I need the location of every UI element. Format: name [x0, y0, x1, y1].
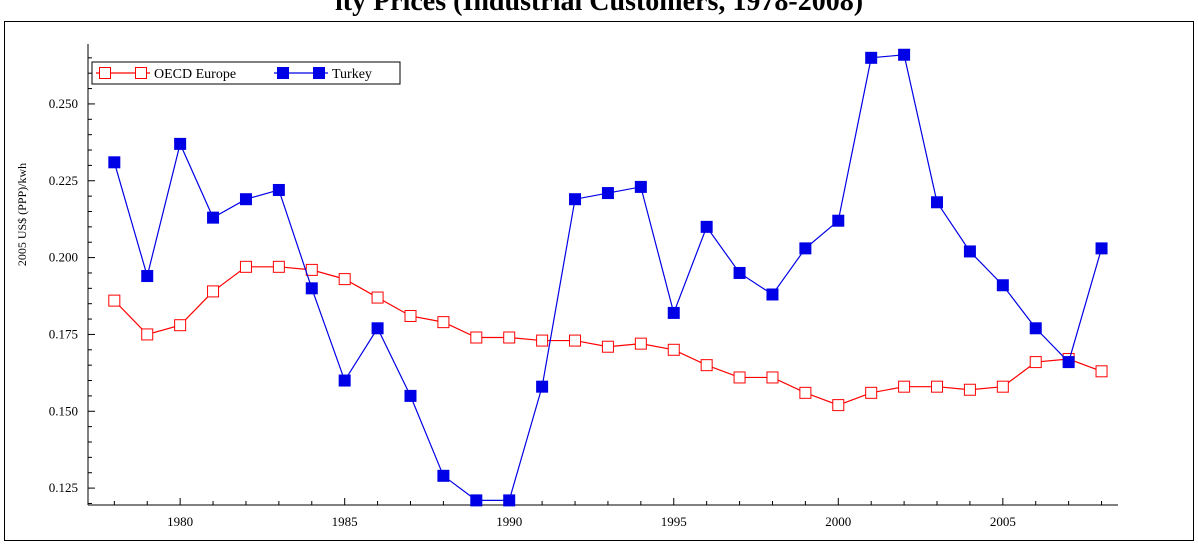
y-tick-label: 0.200 — [49, 250, 78, 265]
data-point — [963, 245, 976, 258]
data-point — [898, 48, 911, 61]
data-point — [404, 309, 417, 322]
data-point — [305, 282, 318, 295]
data-point — [931, 196, 944, 209]
data-point — [667, 306, 680, 319]
data-point — [470, 494, 483, 507]
y-tick-label: 0.225 — [49, 173, 78, 188]
y-tick-label: 0.125 — [49, 480, 78, 495]
data-point — [1095, 242, 1108, 255]
data-point — [865, 51, 878, 64]
legend-marker — [313, 67, 325, 79]
data-point — [898, 380, 911, 393]
data-point — [569, 334, 582, 347]
data-point — [832, 399, 845, 412]
data-point — [634, 337, 647, 350]
data-point — [239, 260, 252, 273]
data-point — [141, 270, 154, 283]
data-point — [700, 220, 713, 233]
data-point — [536, 334, 549, 347]
legend-marker — [135, 67, 147, 79]
series-line — [113, 266, 1102, 406]
data-point — [108, 294, 121, 307]
data-point — [667, 343, 680, 356]
y-tick-label: 0.175 — [49, 326, 78, 341]
data-point — [601, 340, 614, 353]
data-point — [799, 242, 812, 255]
data-point — [733, 371, 746, 384]
data-point — [766, 288, 779, 301]
data-point — [338, 273, 351, 286]
data-point — [437, 469, 450, 482]
data-point — [503, 494, 516, 507]
series-turkey — [108, 48, 1108, 507]
chart-title: ity Prices (Industrial Customers, 1978-2… — [334, 0, 864, 17]
series-line — [113, 54, 1103, 501]
legend-marker — [277, 67, 289, 79]
x-tick-label: 2000 — [825, 514, 851, 529]
data-point — [305, 263, 318, 276]
legend-label: OECD Europe — [154, 67, 236, 82]
data-point — [996, 380, 1009, 393]
y-axis-label: 2005 US$ (PPP)/kwh — [15, 163, 29, 266]
data-point — [239, 193, 252, 206]
data-point — [1029, 356, 1042, 369]
data-point — [963, 383, 976, 396]
data-point — [569, 193, 582, 206]
data-point — [207, 211, 220, 224]
x-tick-label: 1980 — [167, 514, 193, 529]
x-tick-label: 2005 — [990, 514, 1016, 529]
data-point — [503, 331, 516, 344]
legend-marker — [99, 67, 111, 79]
data-point — [996, 279, 1009, 292]
data-point — [799, 386, 812, 399]
data-point — [437, 316, 450, 329]
data-point — [733, 266, 746, 279]
data-point — [470, 331, 483, 344]
data-point — [865, 386, 878, 399]
data-point — [371, 291, 384, 304]
data-point — [174, 137, 187, 150]
data-point — [766, 371, 779, 384]
data-point — [700, 359, 713, 372]
data-point — [108, 156, 121, 169]
y-tick-label: 0.250 — [49, 96, 78, 111]
data-point — [207, 285, 220, 298]
x-tick-label: 1990 — [496, 514, 522, 529]
data-point — [174, 319, 187, 332]
legend: OECD Europe Turkey — [91, 61, 401, 85]
data-point — [536, 380, 549, 393]
y-tick-label: 0.150 — [49, 403, 78, 418]
data-point — [634, 180, 647, 193]
series-oecd-europe — [108, 260, 1108, 412]
data-point — [931, 380, 944, 393]
legend-label: Turkey — [332, 67, 372, 82]
data-point — [272, 183, 285, 196]
series-layer — [108, 48, 1108, 507]
data-point — [141, 328, 154, 341]
data-point — [1062, 356, 1075, 369]
data-point — [832, 214, 845, 227]
x-tick-label: 1995 — [661, 514, 687, 529]
data-point — [1029, 322, 1042, 335]
data-point — [404, 389, 417, 402]
data-point — [272, 260, 285, 273]
data-point — [601, 187, 614, 200]
axis-ticks: 1980 1985 1990 1995 2000 2005 0.125 0.150 0.175 0… — [49, 57, 1103, 529]
data-point — [371, 322, 384, 335]
data-point — [338, 374, 351, 387]
x-tick-label: 1985 — [332, 514, 358, 529]
data-point — [1095, 365, 1108, 378]
chart-frame — [4, 21, 1194, 541]
